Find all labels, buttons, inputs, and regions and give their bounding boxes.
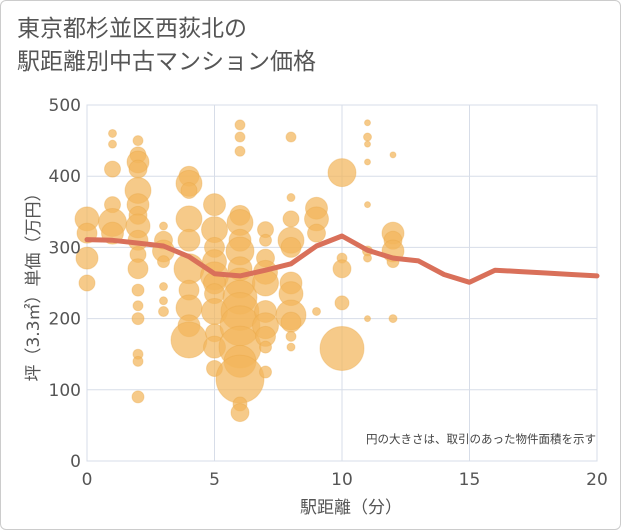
- x-tick-label: 0: [82, 470, 93, 490]
- bubble-point: [177, 228, 201, 252]
- bubble-point: [230, 403, 250, 423]
- y-tick-label: 0: [70, 452, 81, 472]
- bubble-point: [285, 131, 297, 143]
- bubble-point: [259, 233, 272, 247]
- bubble-point: [180, 181, 198, 199]
- y-tick-label: 300: [49, 238, 81, 258]
- y-tick-label: 200: [49, 310, 81, 330]
- bubble-point: [108, 128, 117, 138]
- bubble-point: [388, 314, 398, 324]
- bubble-point: [363, 253, 372, 263]
- bubble-point: [131, 283, 145, 297]
- y-tick-labels: 0 100 200 300 400 500: [49, 96, 81, 472]
- bubble-point: [327, 158, 357, 188]
- bubble-point: [364, 140, 371, 148]
- bubble-point: [157, 255, 170, 269]
- bubble-point: [332, 259, 352, 279]
- y-tick-label: 100: [49, 381, 81, 401]
- bubble-point: [259, 365, 272, 379]
- bubble-point: [307, 223, 326, 243]
- grid-lines: [86, 104, 598, 462]
- bubble-size-note: 円の大きさは、取引のあった物件面積を示す: [366, 432, 596, 446]
- bubble-point: [158, 305, 169, 317]
- bubble-point: [131, 390, 145, 404]
- bubble-series: [74, 119, 405, 423]
- bubble-point: [128, 159, 148, 179]
- x-tick-labels: 0 5 10 15 20: [82, 470, 608, 490]
- bubble-point: [364, 315, 371, 323]
- bubble-point: [389, 151, 397, 159]
- chart-title-line-1: 東京都杉並区西荻北の: [17, 16, 247, 42]
- bubble-point: [175, 205, 203, 233]
- bubble-point: [280, 236, 302, 258]
- bubble-point: [203, 193, 226, 217]
- bubble-point: [285, 330, 297, 342]
- average-price-line: [84, 233, 600, 285]
- bubble-point: [104, 160, 121, 178]
- bubble-point: [159, 221, 168, 231]
- x-tick-label: 5: [209, 470, 220, 490]
- bubble-point: [364, 158, 371, 166]
- bubble-point: [259, 340, 272, 354]
- y-axis-label: 坪（3.3㎡）単価（万円）: [24, 184, 44, 381]
- x-axis-label: 駅距離（分）: [300, 498, 402, 518]
- bubble-point: [364, 119, 371, 127]
- bubble-point: [159, 296, 168, 306]
- bubble-point: [75, 246, 99, 270]
- bubble-point: [127, 258, 149, 280]
- bubble-point: [280, 311, 302, 333]
- bubble-point: [312, 306, 321, 316]
- bubble-point: [234, 131, 246, 143]
- bubble-point: [215, 354, 265, 404]
- bubble-point: [286, 342, 296, 352]
- x-tick-label: 15: [459, 470, 481, 490]
- bubble-point: [234, 119, 246, 131]
- bubble-point: [159, 282, 168, 292]
- bubble-point: [363, 132, 372, 142]
- y-tick-label: 400: [49, 167, 81, 187]
- bubble-point: [132, 135, 144, 147]
- chart-title-line-2: 駅距離別中古マンション価格: [17, 48, 316, 75]
- chart-title: 東京都杉並区西荻北の 駅距離別中古マンション価格: [17, 13, 316, 79]
- bubble-point: [334, 295, 350, 311]
- bubble-point: [234, 145, 246, 157]
- bubble-point: [170, 321, 208, 359]
- bubble-point: [132, 300, 144, 312]
- bubble-point: [282, 210, 300, 228]
- x-tick-label: 10: [331, 470, 353, 490]
- bubble-point: [131, 312, 145, 326]
- y-tick-label: 500: [49, 96, 81, 116]
- bubble-point: [132, 355, 144, 367]
- bubble-point: [319, 326, 365, 372]
- x-tick-label: 20: [586, 470, 608, 490]
- bubble-point: [286, 193, 296, 203]
- bubble-point: [78, 274, 96, 292]
- bubble-point: [364, 201, 371, 209]
- bubble-point: [108, 139, 117, 149]
